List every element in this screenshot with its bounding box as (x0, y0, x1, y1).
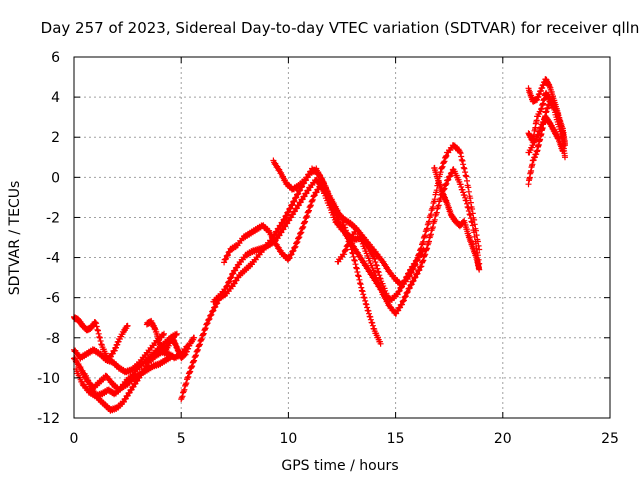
y-tick-label: -8 (46, 331, 60, 347)
data-point-markers (270, 142, 483, 290)
series-track-6 (143, 317, 198, 362)
x-tick-label: 20 (494, 431, 512, 447)
series-track-7 (178, 165, 384, 403)
plot-frame (73, 56, 611, 419)
series-track-10 (270, 142, 483, 290)
chart-title: Day 257 of 2023, Sidereal Day-to-day VTE… (41, 19, 640, 37)
x-axis-label: GPS time / hours (281, 458, 398, 474)
x-tick-label: 25 (601, 431, 619, 447)
series-track-12 (431, 164, 483, 273)
data-point-markers (525, 114, 566, 156)
data-layer (71, 76, 568, 414)
y-tick-label: 0 (51, 170, 60, 186)
y-tick-label: -10 (37, 371, 60, 387)
series-track-11 (334, 166, 483, 317)
y-tick-label: 2 (51, 130, 60, 146)
y-tick-label: 4 (51, 90, 60, 106)
x-tick-label: 15 (387, 431, 405, 447)
grid-layer (74, 57, 610, 418)
x-tick-label: 10 (279, 431, 297, 447)
data-point-markers (431, 164, 483, 273)
data-point-markers (178, 165, 384, 403)
series-track-16 (525, 114, 566, 156)
y-tick-label: -6 (46, 291, 60, 307)
y-tick-label: -12 (37, 411, 60, 427)
data-point-markers (143, 317, 198, 362)
x-tick-label: 5 (177, 431, 186, 447)
tick-layer: 0 5 10 15 20 25 -12 -10 -8 -6 -4 -2 0 2 4 6 (37, 50, 619, 447)
y-axis-label: SDTVAR / TECUs (7, 181, 23, 296)
y-tick-label: -2 (46, 210, 60, 226)
data-point-markers (334, 166, 483, 317)
y-tick-label: 6 (51, 50, 60, 66)
y-tick-label: -4 (46, 251, 60, 267)
x-tick-label: 0 (70, 431, 79, 447)
